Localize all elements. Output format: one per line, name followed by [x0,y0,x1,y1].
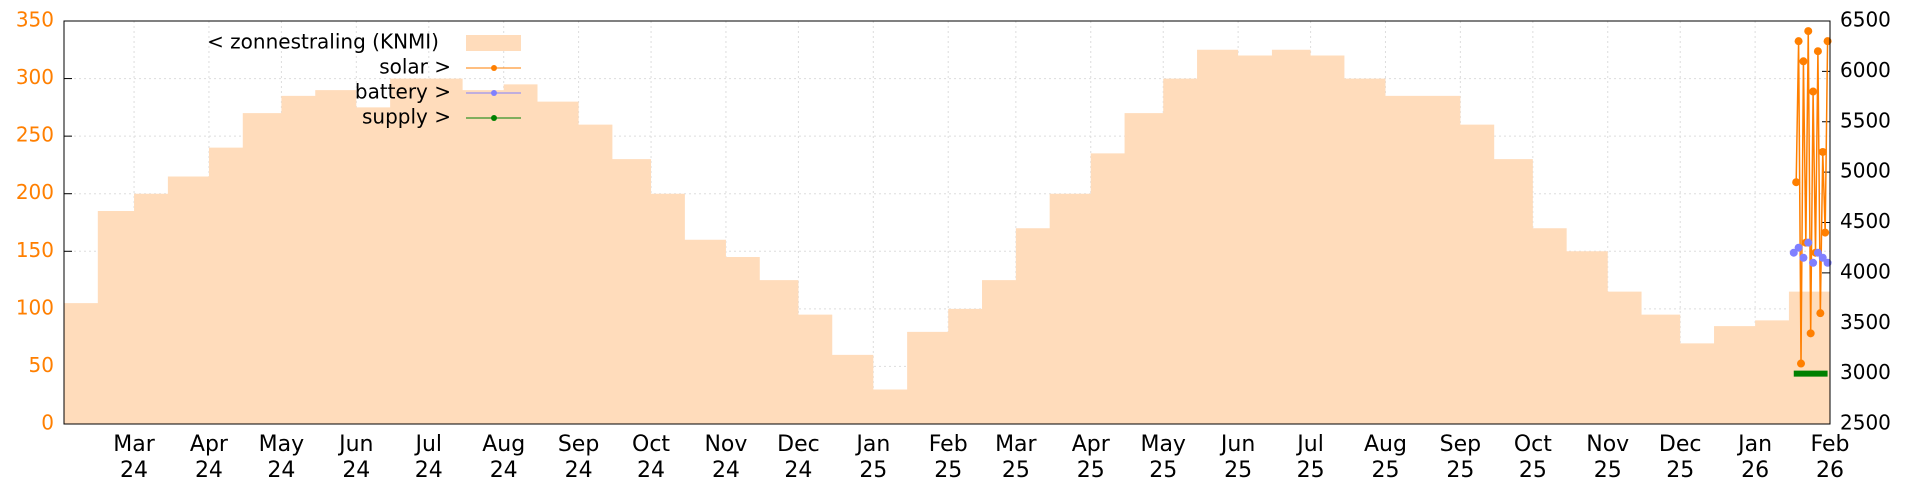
y2-tick-label: 3000 [1840,360,1891,384]
x-tick-label: Oct 24 [632,432,671,483]
plot-frame [63,20,1831,425]
series-point [1818,253,1827,262]
y2-tick-label: 5000 [1840,159,1891,183]
y2-tick-label: 6500 [1840,8,1891,32]
x-tick-label: May 24 [258,432,305,483]
y-tick-label: 350 [16,8,54,32]
y-tick-label: 300 [16,65,54,89]
x-tick-label: Jun 25 [1220,432,1256,483]
x-tick-label: May 25 [1140,432,1186,483]
legend-point [491,90,497,96]
x-tick-label: Feb 26 [1810,432,1850,483]
y2-tick-label: 4000 [1840,259,1891,283]
x-tick-label: Oct 25 [1513,432,1552,483]
y-tick-label: 200 [16,180,54,204]
x-tick-label: Sep 24 [557,432,600,483]
legend-label: supply > [362,105,451,129]
y-tick-label: 100 [16,295,54,319]
series-line [1795,31,1829,364]
x-tick-label: Jun 24 [339,432,374,483]
series-point [1794,37,1803,46]
series-point [1821,228,1830,237]
y-tick-label: 150 [16,238,54,262]
legend-label: solar > [379,55,451,79]
series-point [1797,359,1806,368]
series-point [1809,258,1818,267]
x-tick-label: Mar 24 [113,432,155,483]
series-point [1804,238,1813,247]
radiation-area [64,49,1830,425]
x-tick-label: Feb 25 [928,432,968,483]
x-tick-label: Sep 25 [1439,432,1482,483]
x-tick-label: Apr 25 [1071,432,1110,483]
x-tick-label: Mar 25 [995,432,1037,483]
x-tick-label: Jul 24 [414,432,443,483]
legend-swatch [466,35,521,51]
x-tick-label: Dec 24 [777,432,820,483]
series-point [1816,309,1825,318]
series-point [1792,178,1801,187]
series-point [1813,248,1822,257]
y2-tick-label: 2500 [1840,411,1891,435]
y2-tick-label: 5500 [1840,108,1891,132]
y-tick-label: 0 [41,411,54,435]
series-point [1813,47,1822,56]
x-tick-label: Jul 25 [1296,432,1325,483]
x-tick-label: Apr 24 [189,432,228,483]
y-tick-label: 250 [16,123,54,147]
x-tick-label: Aug 25 [1363,432,1407,483]
x-tick-label: Nov 24 [704,432,748,483]
series-point [1789,248,1798,257]
y2-tick-label: 6000 [1840,58,1891,82]
y2-tick-label: 4500 [1840,209,1891,233]
series-point [1794,243,1803,252]
y-tick-label: 50 [29,353,54,377]
x-tick-label: Jan 26 [1738,432,1773,483]
series-point [1804,27,1813,36]
x-tick-label: Nov 25 [1586,432,1630,483]
x-tick-label: Dec 25 [1658,432,1702,483]
x-tick-label: Jan 25 [856,432,891,483]
series-point [1818,147,1827,156]
series-point [1799,57,1808,66]
legend-label: < zonnestraling (KNMI) [207,30,439,54]
x-tick-label: Aug 24 [482,432,526,483]
series-point [1809,87,1818,96]
legend-point [491,65,497,71]
series-point [1806,329,1815,338]
legend-point [491,115,497,121]
y2-tick-label: 3500 [1840,310,1891,334]
legend-label: battery > [355,80,451,104]
series-point [1799,253,1808,262]
